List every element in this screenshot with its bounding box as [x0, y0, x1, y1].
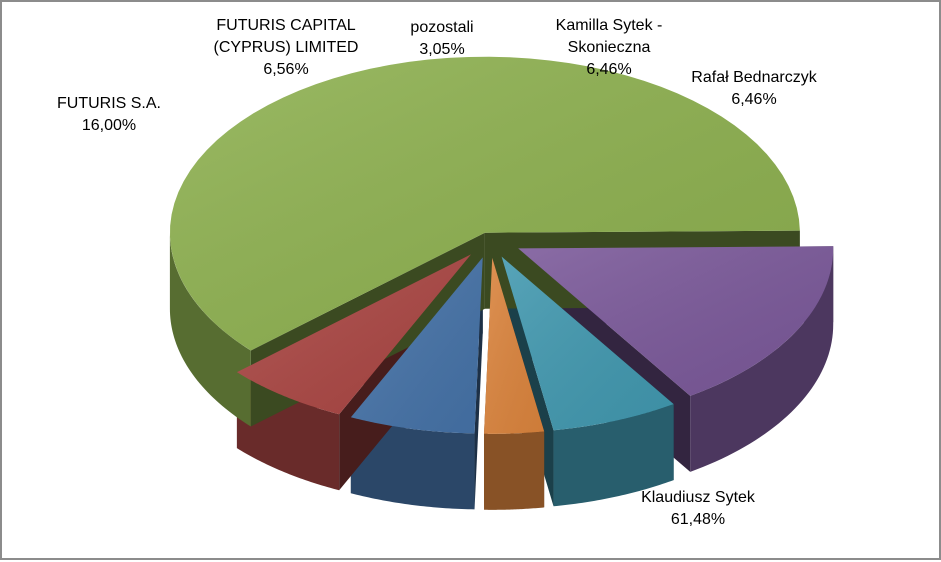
- pie-slice-shine-0: [170, 56, 800, 351]
- slice-side-2-0: [553, 404, 674, 507]
- pie-slice-shine-3: [484, 257, 545, 434]
- slice-side-4-0: [350, 417, 475, 510]
- slice-label-5: Rafał Bednarczyk 6,46%: [691, 69, 817, 108]
- slice-side-3-0: [484, 431, 545, 510]
- pie-slice-shine-1: [518, 246, 834, 396]
- slice-tops: [170, 56, 834, 434]
- slice-side-0-0: [169, 232, 251, 427]
- slice-label-0: Klaudiusz Sytek 61,48%: [641, 489, 756, 528]
- slice-label-4: Kamilla Sytek -Skonieczna 6,46%: [556, 17, 663, 78]
- slice-labels: Klaudiusz Sytek 61,48% FUTURIS S.A. 16,00% F…: [57, 17, 818, 528]
- pie-slice-shine-5: [236, 254, 472, 415]
- slice-label-1: FUTURIS S.A. 16,00%: [57, 95, 161, 134]
- slice-label-2: FUTURIS CAPITAL (CYPRUS) LIMITED 6,56%: [214, 17, 359, 78]
- slice-side-1-0: [690, 248, 834, 472]
- pie-slice-shine-2: [501, 256, 674, 431]
- slice-label-3: pozostali 3,05%: [410, 19, 473, 58]
- pie-slice-shine-4: [350, 257, 483, 434]
